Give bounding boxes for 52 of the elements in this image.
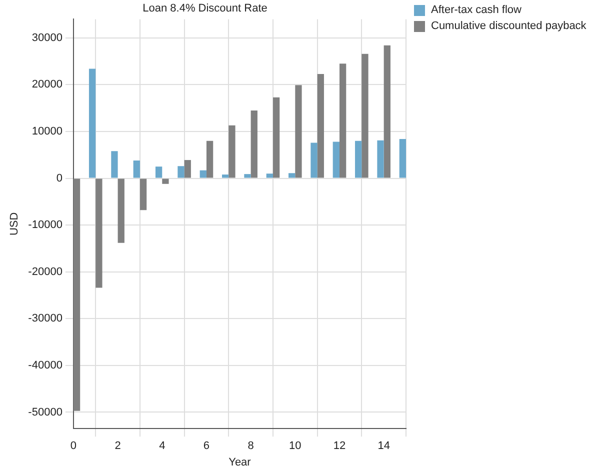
- bar: [339, 64, 346, 178]
- bar: [200, 170, 206, 178]
- bar: [178, 166, 184, 178]
- bar: [332, 142, 340, 178]
- y-tick-label: 30000: [32, 32, 62, 44]
- bar: [295, 85, 302, 178]
- bar: [88, 68, 96, 178]
- x-tick-label: 0: [70, 440, 77, 452]
- bar: [73, 178, 80, 411]
- bar: [288, 173, 296, 178]
- bar: [155, 166, 162, 178]
- y-axis-title: USD: [8, 212, 21, 236]
- bar: [317, 74, 324, 178]
- chart-title: Loan 8.4% Discount Rate: [142, 2, 268, 15]
- x-tick-label: 8: [248, 440, 254, 452]
- bar: [266, 174, 273, 178]
- bar: [133, 160, 140, 178]
- y-tick-label: -50000: [28, 406, 62, 418]
- y-tick-label: 20000: [32, 78, 62, 91]
- bar: [111, 151, 118, 178]
- bar: [222, 174, 229, 178]
- x-axis-title: Year: [228, 456, 252, 468]
- bar: [250, 110, 258, 178]
- x-tick-label: 12: [333, 440, 346, 452]
- x-tick-label: 6: [203, 440, 210, 452]
- y-tick-label: -30000: [28, 312, 62, 325]
- bar: [140, 178, 147, 210]
- y-tick-label: 10000: [32, 126, 62, 138]
- x-tick-label: 4: [159, 440, 166, 452]
- bar: [399, 138, 406, 178]
- bar: [96, 178, 102, 288]
- y-tick-label: -40000: [28, 359, 62, 372]
- y-tick-label: -20000: [28, 266, 62, 278]
- legend-label: Cumulative discounted payback: [431, 20, 586, 32]
- bar: [362, 54, 368, 178]
- x-tick-label: 10: [289, 440, 302, 452]
- x-tick-label: 2: [114, 440, 121, 452]
- bar: [244, 174, 251, 178]
- bar: [377, 140, 384, 178]
- bar: [118, 178, 124, 243]
- bar: [184, 160, 191, 178]
- bar: [310, 142, 318, 178]
- bar: [355, 140, 362, 178]
- bar: [272, 97, 280, 178]
- bar: [384, 45, 390, 178]
- legend-label: After-tax cash flow: [431, 4, 522, 16]
- y-tick-label: -10000: [28, 219, 62, 232]
- bar: [206, 140, 214, 178]
- bar: [228, 125, 236, 178]
- bar: [162, 178, 169, 184]
- x-tick-label: 14: [378, 440, 390, 452]
- y-tick-label: 0: [56, 172, 62, 184]
